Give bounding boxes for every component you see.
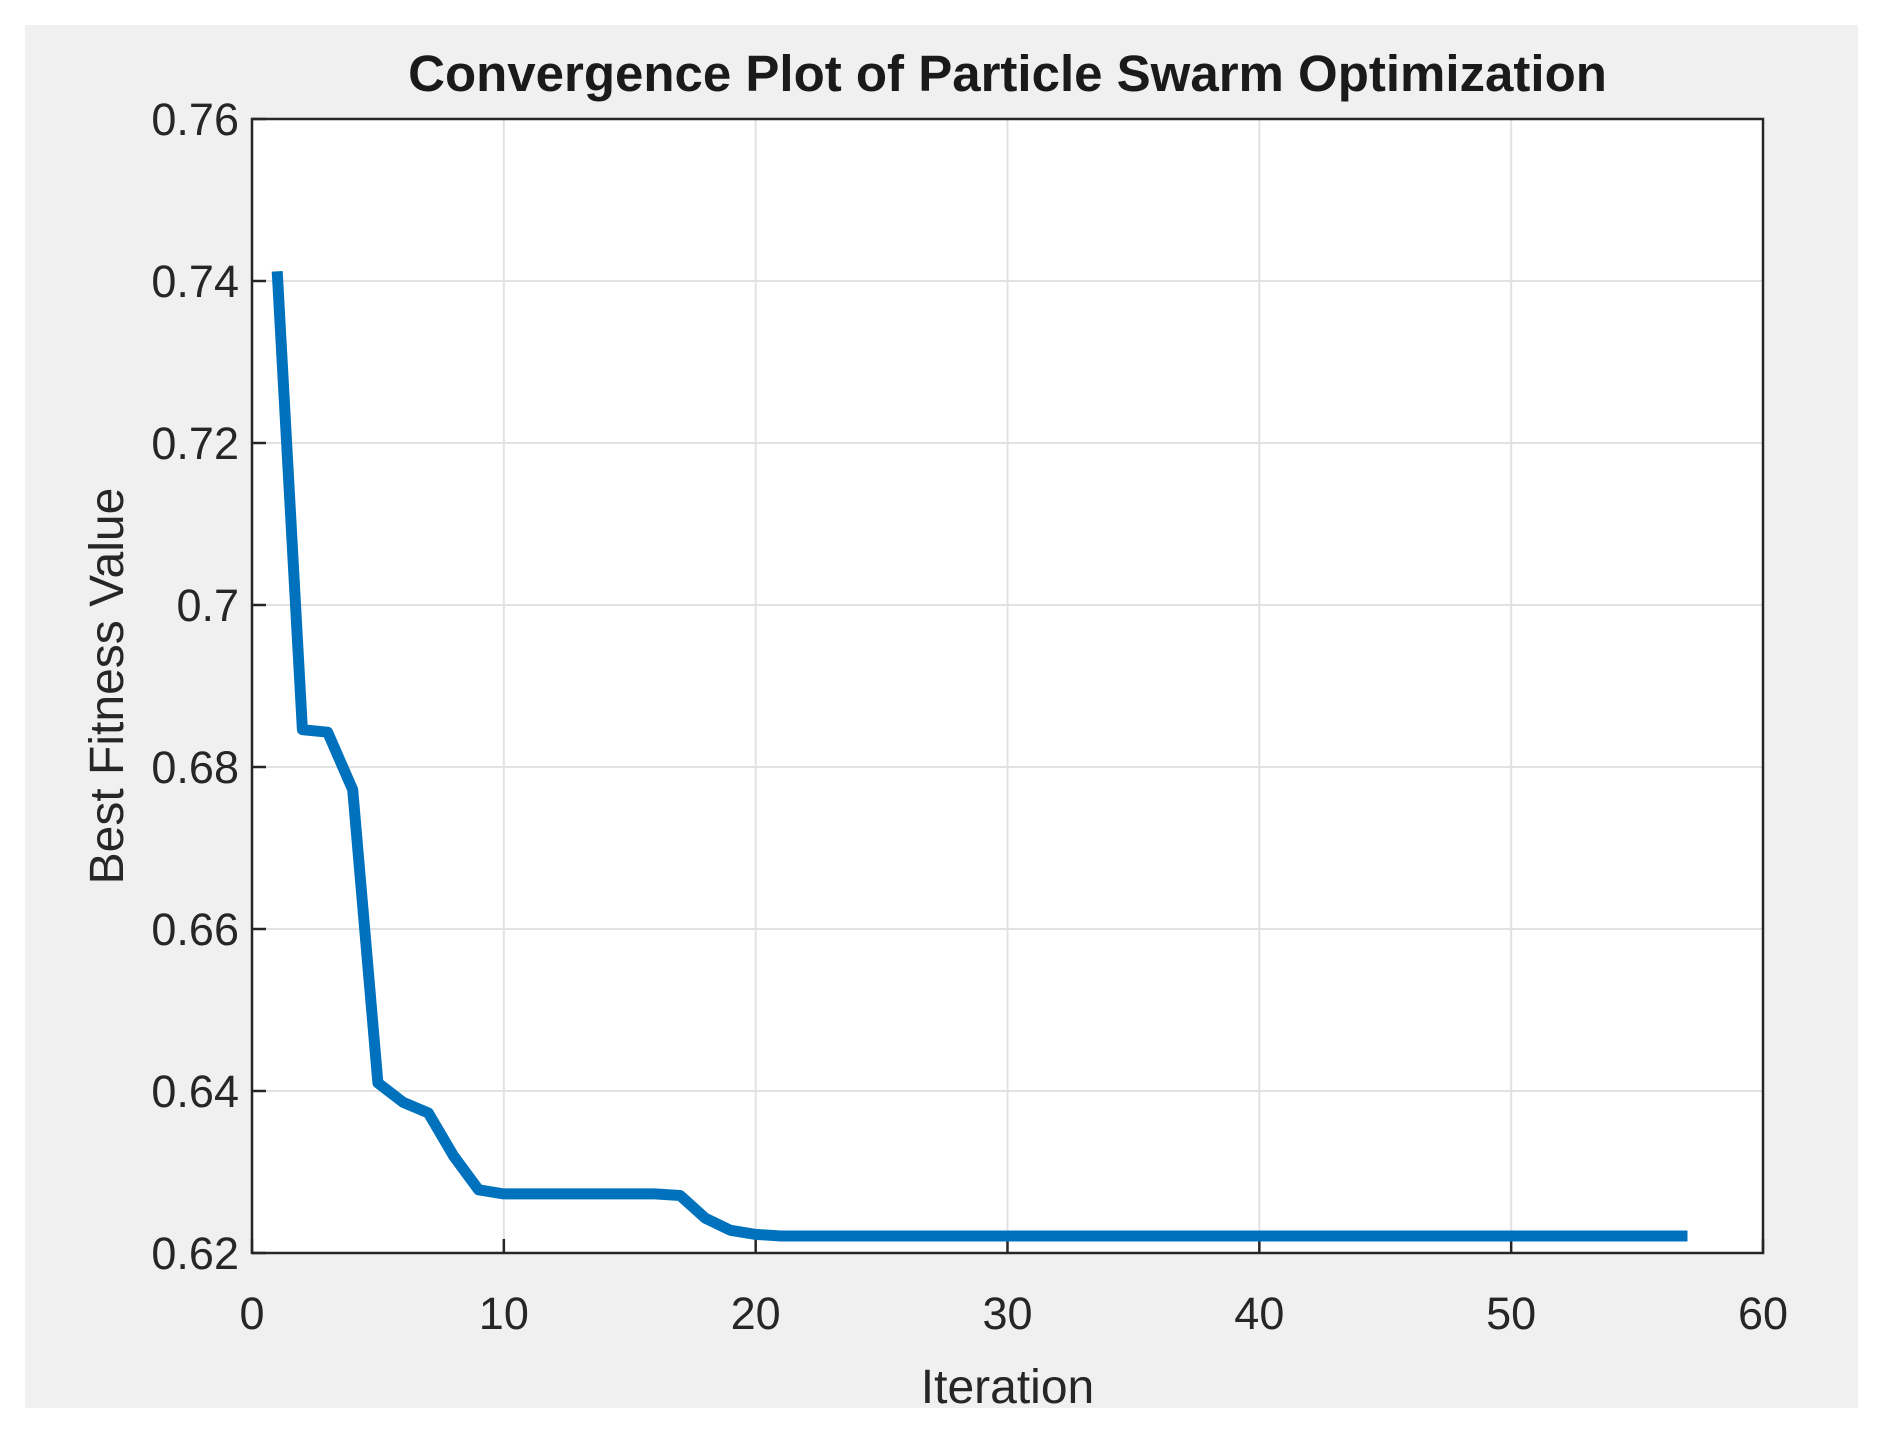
axes-box — [250, 117, 1765, 1255]
svg-text:0.76: 0.76 — [151, 94, 239, 145]
svg-text:30: 30 — [982, 1288, 1032, 1339]
chart-title: Convergence Plot of Particle Swarm Optim… — [408, 45, 1607, 102]
series-line-best-fitness — [271, 270, 1688, 1242]
svg-text:0.62: 0.62 — [151, 1228, 239, 1279]
svg-text:0.74: 0.74 — [151, 256, 239, 307]
svg-text:10: 10 — [479, 1288, 529, 1339]
x-axis-label: Iteration — [920, 1361, 1095, 1414]
y-tick-labels: 0.62 0.64 0.66 0.68 0.7 0.72 0.74 0.76 — [151, 94, 239, 1279]
svg-text:0.64: 0.64 — [151, 1066, 239, 1117]
svg-text:60: 60 — [1738, 1288, 1788, 1339]
svg-text:0.7: 0.7 — [176, 580, 239, 631]
svg-text:0.68: 0.68 — [151, 742, 239, 793]
x-tick-labels: 0 10 20 30 40 50 60 — [239, 1288, 1788, 1339]
svg-text:20: 20 — [731, 1288, 781, 1339]
svg-text:0.72: 0.72 — [151, 418, 239, 469]
svg-text:0.66: 0.66 — [151, 904, 239, 955]
svg-text:50: 50 — [1486, 1288, 1536, 1339]
grid-lines — [252, 119, 1763, 1253]
y-axis-label: Best Fitness Value — [81, 487, 134, 885]
svg-text:40: 40 — [1234, 1288, 1284, 1339]
svg-text:0: 0 — [239, 1288, 264, 1339]
